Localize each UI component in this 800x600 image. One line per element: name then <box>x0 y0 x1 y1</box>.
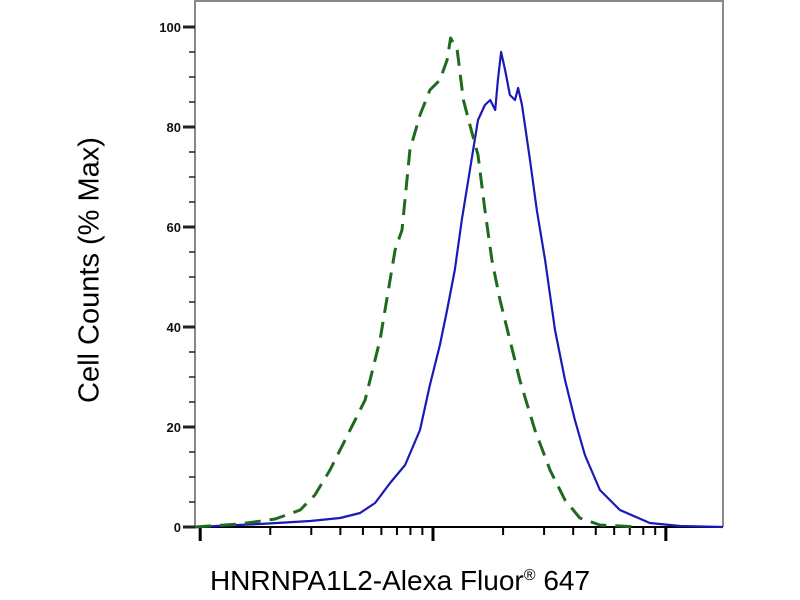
x-axis-label-suffix: 647 <box>535 565 591 596</box>
x-axis-label-text: HNRNPA1L2-Alexa Fluor <box>209 565 524 596</box>
y-tick-label: 20 <box>167 420 181 435</box>
y-tick-label: 40 <box>167 320 181 335</box>
y-axis-label: Cell Counts (% Max) <box>73 137 106 403</box>
y-tick-label: 0 <box>174 520 181 535</box>
control-histogram-dashed <box>194 36 640 529</box>
y-tick-label: 60 <box>167 220 181 235</box>
y-tick-label: 80 <box>167 120 181 135</box>
sample-histogram-solid <box>194 50 724 529</box>
plot-frame <box>194 0 724 527</box>
registered-mark: ® <box>523 567 536 584</box>
x-axis-label: HNRNPA1L2-Alexa Fluor® 647 <box>0 565 800 597</box>
y-tick-label: 100 <box>159 20 181 35</box>
